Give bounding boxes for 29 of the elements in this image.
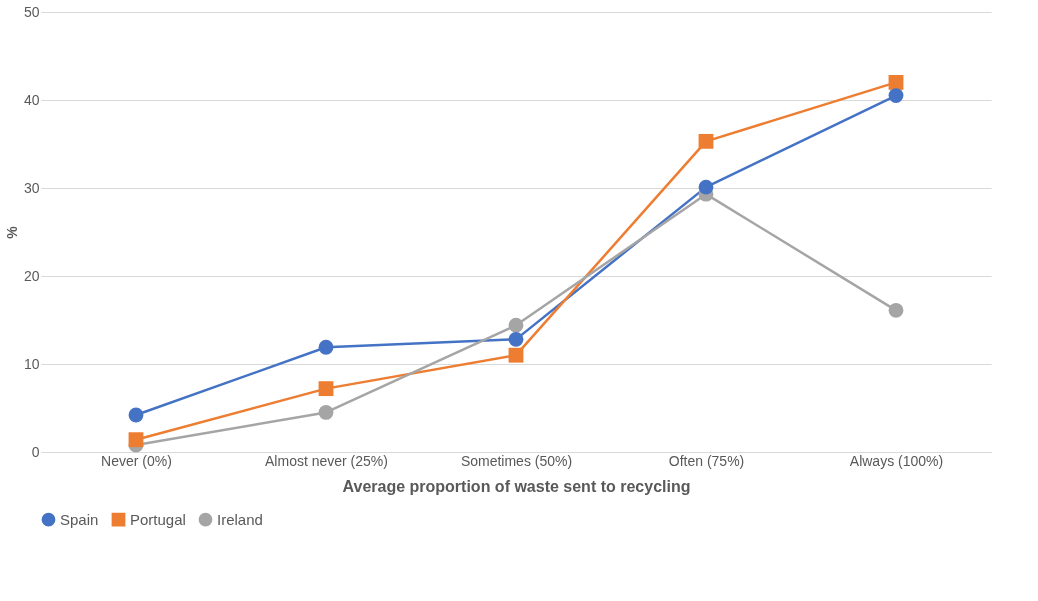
legend-label: Spain — [60, 510, 99, 528]
x-tick-label: Often (75%) — [668, 452, 745, 469]
point — [888, 302, 904, 318]
x-axis-title: Average proportion of waste sent to recycling — [342, 477, 691, 495]
x-tick-label: Sometimes (50%) — [460, 452, 573, 469]
point — [508, 347, 524, 363]
legend-label: Portugal — [130, 510, 186, 528]
y-tick-label: 20 — [23, 267, 40, 284]
point — [128, 432, 144, 448]
x-tick-label: Always (100%) — [849, 452, 944, 469]
y-tick-label: 10 — [23, 355, 40, 372]
y-tick-label: 30 — [23, 179, 40, 196]
legend-label: Ireland — [217, 510, 263, 528]
point — [508, 331, 524, 347]
point — [888, 74, 904, 90]
x-tick-label: Almost never (25%) — [265, 452, 388, 469]
point — [318, 405, 334, 420]
y-axis-title: % — [3, 225, 20, 239]
point — [318, 339, 334, 355]
point — [508, 317, 524, 333]
point — [698, 133, 714, 149]
y-tick-label: 0 — [31, 443, 40, 460]
point — [698, 179, 714, 195]
point — [888, 88, 904, 103]
y-tick-label: 50 — [23, 3, 40, 20]
point — [128, 407, 144, 423]
x-tick-label: Never (0%) — [101, 452, 172, 469]
y-tick-label: 40 — [23, 91, 40, 108]
point — [318, 381, 334, 397]
